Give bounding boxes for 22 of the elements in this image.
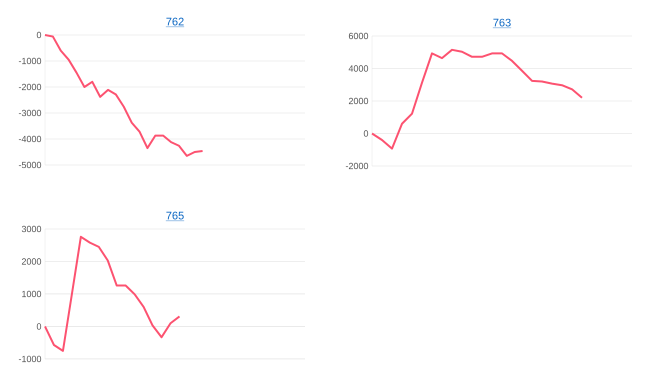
y-tick-label: -3000 — [18, 110, 42, 116]
chart-title: 762 — [166, 18, 184, 26]
y-tick-label: 1000 — [22, 290, 42, 298]
y-tick-label: -4000 — [18, 136, 42, 142]
y-tick-label: -2000 — [346, 162, 368, 170]
line-series — [371, 48, 583, 150]
y-tick-label: -5000 — [18, 162, 42, 168]
y-tick-label: 0 — [36, 32, 42, 38]
y-tick-label: 4000 — [348, 65, 368, 72]
y-tick-label: 6000 — [348, 32, 368, 40]
line-series — [44, 34, 204, 157]
chart-title: 765 — [166, 212, 184, 220]
y-tick-label: 2000 — [348, 98, 368, 104]
y-tick-label: 0 — [36, 323, 42, 330]
y-tick-label: -1000 — [18, 58, 42, 64]
chart-title: 763 — [493, 18, 511, 26]
y-tick-label: 2000 — [22, 258, 42, 265]
y-tick-label: -1000 — [18, 356, 42, 362]
y-tick-label: 3000 — [22, 226, 42, 232]
y-tick-label: -2000 — [18, 84, 42, 90]
line-series — [44, 236, 180, 352]
y-tick-label: 0 — [364, 130, 368, 137]
